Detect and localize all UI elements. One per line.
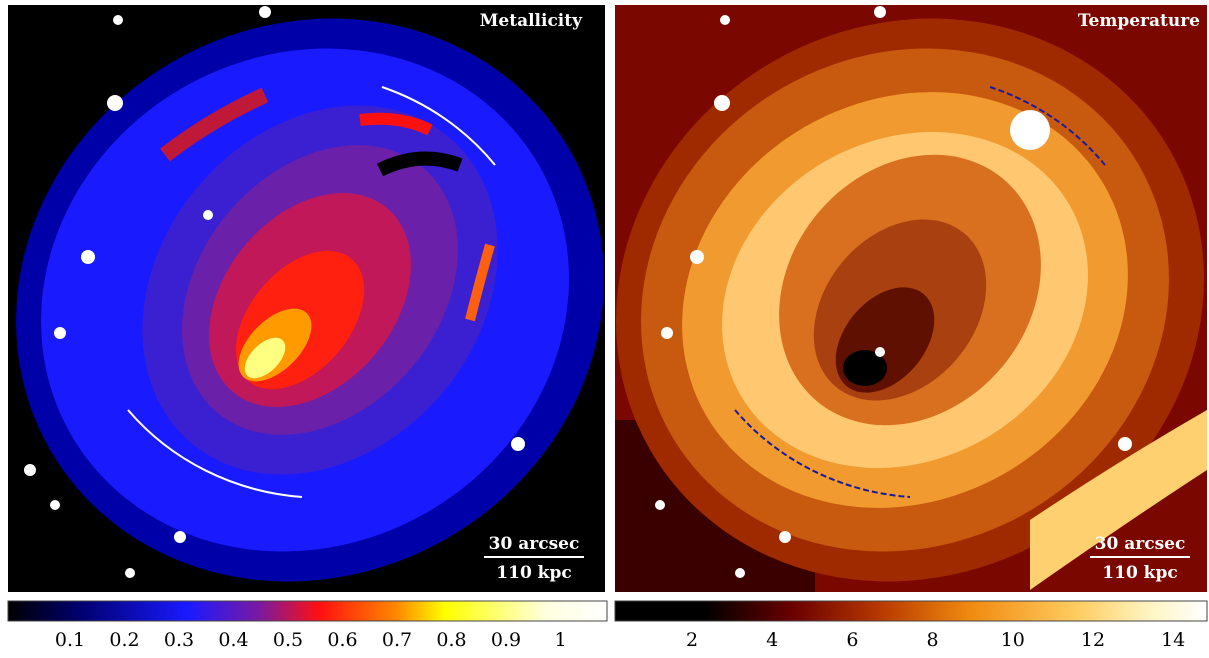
scale-angular: 30 arcsec: [489, 534, 580, 554]
figure: Metallicity 30 arcsec 110 kpc Temperatur…: [0, 0, 1209, 658]
colorbar-tick-label: 0.1: [55, 629, 85, 651]
colorbar-tick-label: 0.7: [382, 629, 412, 651]
scale-physical: 110 kpc: [496, 563, 571, 583]
metallicity-map: Metallicity 30 arcsec 110 kpc: [0, 0, 707, 658]
colorbar-tick-label: 0.5: [273, 629, 303, 651]
colorbar: [8, 601, 607, 621]
colorbar-tick-label: 2: [686, 629, 698, 651]
colorbar-tick-label: 1: [554, 629, 566, 651]
colorbar-tick-label: 6: [846, 629, 858, 651]
colorbar-tick-label: 0.3: [164, 629, 194, 651]
colorbar-tick-label: 14: [1161, 629, 1185, 651]
colorbar-tick-label: 0.6: [327, 629, 357, 651]
colorbar-tick-label: 0.9: [491, 629, 521, 651]
colorbar-tick-label: 0.4: [218, 629, 248, 651]
colorbar-tick-label: 4: [766, 629, 778, 651]
colorbar-tick-label: 12: [1081, 629, 1105, 651]
panel-title: Temperature: [1078, 11, 1200, 31]
scale-physical: 110 kpc: [1102, 563, 1177, 583]
colorbar-tick-label: 8: [927, 629, 939, 651]
colorbar-tick-label: 0.8: [436, 629, 466, 651]
colorbar: [615, 601, 1207, 621]
colorbar-tick-label: 10: [1001, 629, 1025, 651]
scale-angular: 30 arcsec: [1095, 534, 1186, 554]
panel-title: Metallicity: [480, 11, 584, 31]
colorbar-tick-label: 0.2: [109, 629, 139, 651]
temperature-map: Temperature 30 arcsec 110 kpc: [513, 0, 1209, 658]
figure-canvas: Metallicity 30 arcsec 110 kpc Temperatur…: [0, 0, 1209, 658]
